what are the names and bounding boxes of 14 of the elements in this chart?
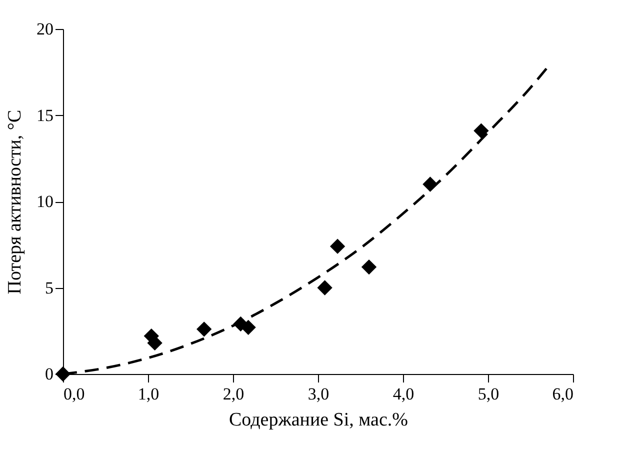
x-tick-label: 6,0 [552,384,574,404]
x-tick-label: 1,0 [138,384,160,404]
y-tick-label: 5 [45,278,54,298]
x-tick-label: 2,0 [222,384,244,404]
y-tick-label: 0 [45,364,54,384]
y-tick-label: 15 [36,106,54,125]
x-axis-title: Содержание Si, мас.% [229,410,408,430]
x-tick-label: 5,0 [478,384,500,404]
y-tick-label: 10 [36,192,54,211]
y-tick-label: 20 [36,20,54,38]
x-tick-label: 3,0 [308,384,330,404]
y-axis-title: Потеря активности, °С [4,110,26,294]
x-tick-label: 4,0 [392,384,414,404]
x-tick-label: 0,0 [64,384,85,404]
